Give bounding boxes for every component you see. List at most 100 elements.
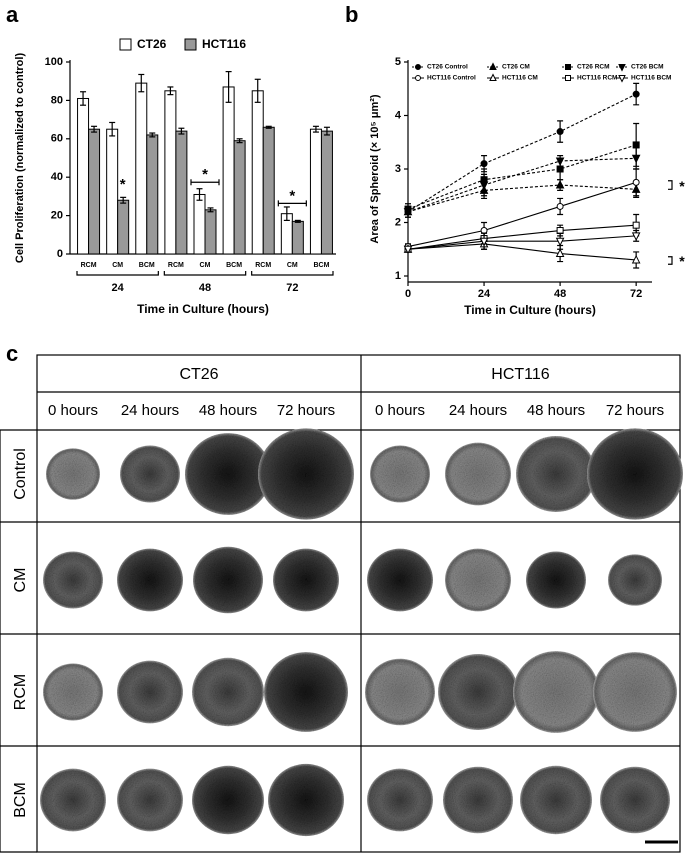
panel-label: a [6, 2, 19, 27]
y-tick-label: 3 [395, 163, 401, 175]
spheroid-image [264, 652, 348, 732]
group-bracket [76, 271, 159, 276]
annotation: * [679, 253, 685, 269]
spheroid-image [445, 442, 511, 506]
significance-bracket [668, 256, 673, 265]
time-header: 0 hours [48, 402, 98, 419]
bar [233, 140, 246, 255]
legend-marker [565, 64, 571, 70]
bar [262, 126, 275, 255]
spheroid-image [516, 436, 596, 512]
x-tick-label: RCM [168, 262, 184, 269]
spheroid-image [192, 765, 264, 835]
significance-bracket [668, 180, 673, 190]
legend-swatch [119, 38, 132, 51]
group-header: HCT116 [491, 366, 549, 383]
marker [479, 181, 489, 191]
line [407, 181, 637, 248]
x-axis-label: Time in Culture (hours) [137, 302, 269, 316]
legend-label: CT26 [137, 37, 167, 51]
marker [403, 245, 413, 255]
legend-marker [618, 64, 626, 72]
group-label: 72 [286, 282, 298, 294]
spheroid-image [273, 548, 339, 612]
group-bracket [163, 271, 247, 276]
legend-label: HCT116 [202, 37, 246, 51]
x-tick-label: RCM [81, 262, 97, 269]
grid-frame [36, 354, 681, 853]
y-axis-label: Area of Spheroid (× 10⁵ μm²) [369, 94, 381, 243]
y-tick-label: 60 [51, 133, 63, 145]
annotation: * [120, 176, 126, 193]
spheroid-image [520, 765, 592, 835]
bar [251, 90, 264, 255]
time-header: 72 hours [606, 402, 664, 419]
x-tick-label: RCM [255, 262, 271, 269]
bar [204, 209, 217, 255]
line [407, 235, 637, 250]
annotation: * [679, 178, 685, 194]
legend-marker [415, 75, 421, 81]
y-tick-label: 4 [395, 109, 402, 121]
marker [632, 221, 640, 229]
significance-bracket [277, 200, 307, 207]
legend-label: CT26 BCM [631, 64, 664, 71]
significance-bracket [190, 179, 220, 186]
spheroid-image [365, 658, 435, 726]
spheroid-image [367, 768, 433, 832]
bar [175, 130, 188, 255]
marker [403, 208, 413, 217]
y-tick-label: 5 [395, 56, 401, 68]
spheroid-image [370, 445, 430, 503]
y-tick-label: 1 [395, 270, 401, 282]
x-tick-label: CM [287, 262, 298, 269]
line [407, 144, 637, 210]
marker [555, 179, 565, 189]
marker [555, 248, 565, 258]
marker [631, 154, 641, 164]
bar [117, 199, 130, 255]
spheroid-image [438, 654, 518, 730]
row-header: CM [12, 568, 29, 593]
marker [556, 128, 564, 136]
legend-label: HCT116 RCM [577, 75, 617, 82]
spheroid-image [117, 768, 183, 832]
marker [632, 90, 640, 98]
bar [135, 82, 148, 255]
panel-label: b [345, 2, 358, 27]
spheroid-image [120, 445, 180, 503]
legend-label: CT26 RCM [577, 64, 610, 71]
legend-marker [565, 75, 571, 81]
legend-label: HCT116 CM [502, 75, 538, 82]
time-header: 24 hours [121, 402, 179, 419]
legend-label: CT26 CM [502, 64, 530, 71]
line [407, 157, 637, 213]
legend-label: HCT116 BCM [631, 75, 671, 82]
y-tick-label: 0 [57, 248, 63, 260]
spheroid-image [185, 433, 271, 515]
panel-label: c [6, 341, 18, 366]
bar [146, 134, 159, 255]
group-label: 48 [199, 282, 211, 294]
legend-label: CT26 Control [427, 64, 468, 71]
annotation: * [202, 166, 208, 183]
marker [632, 178, 640, 186]
group-bracket [251, 271, 334, 276]
legend-marker [489, 62, 497, 70]
marker [555, 157, 565, 167]
line [407, 243, 637, 261]
spheroid-image [593, 652, 677, 732]
spheroid-image [268, 763, 344, 837]
y-tick-label: 40 [51, 171, 63, 183]
spheroid-image [258, 428, 354, 520]
spheroid-image [513, 651, 599, 733]
bar [320, 130, 333, 255]
spheroid-image [600, 766, 670, 834]
x-tick-label: 24 [478, 288, 491, 300]
legend-swatch [184, 38, 197, 51]
bar [77, 97, 90, 255]
x-tick-label: BCM [313, 262, 329, 269]
group-label: 24 [112, 282, 125, 294]
spheroid-image [443, 766, 513, 834]
bar [88, 128, 101, 255]
